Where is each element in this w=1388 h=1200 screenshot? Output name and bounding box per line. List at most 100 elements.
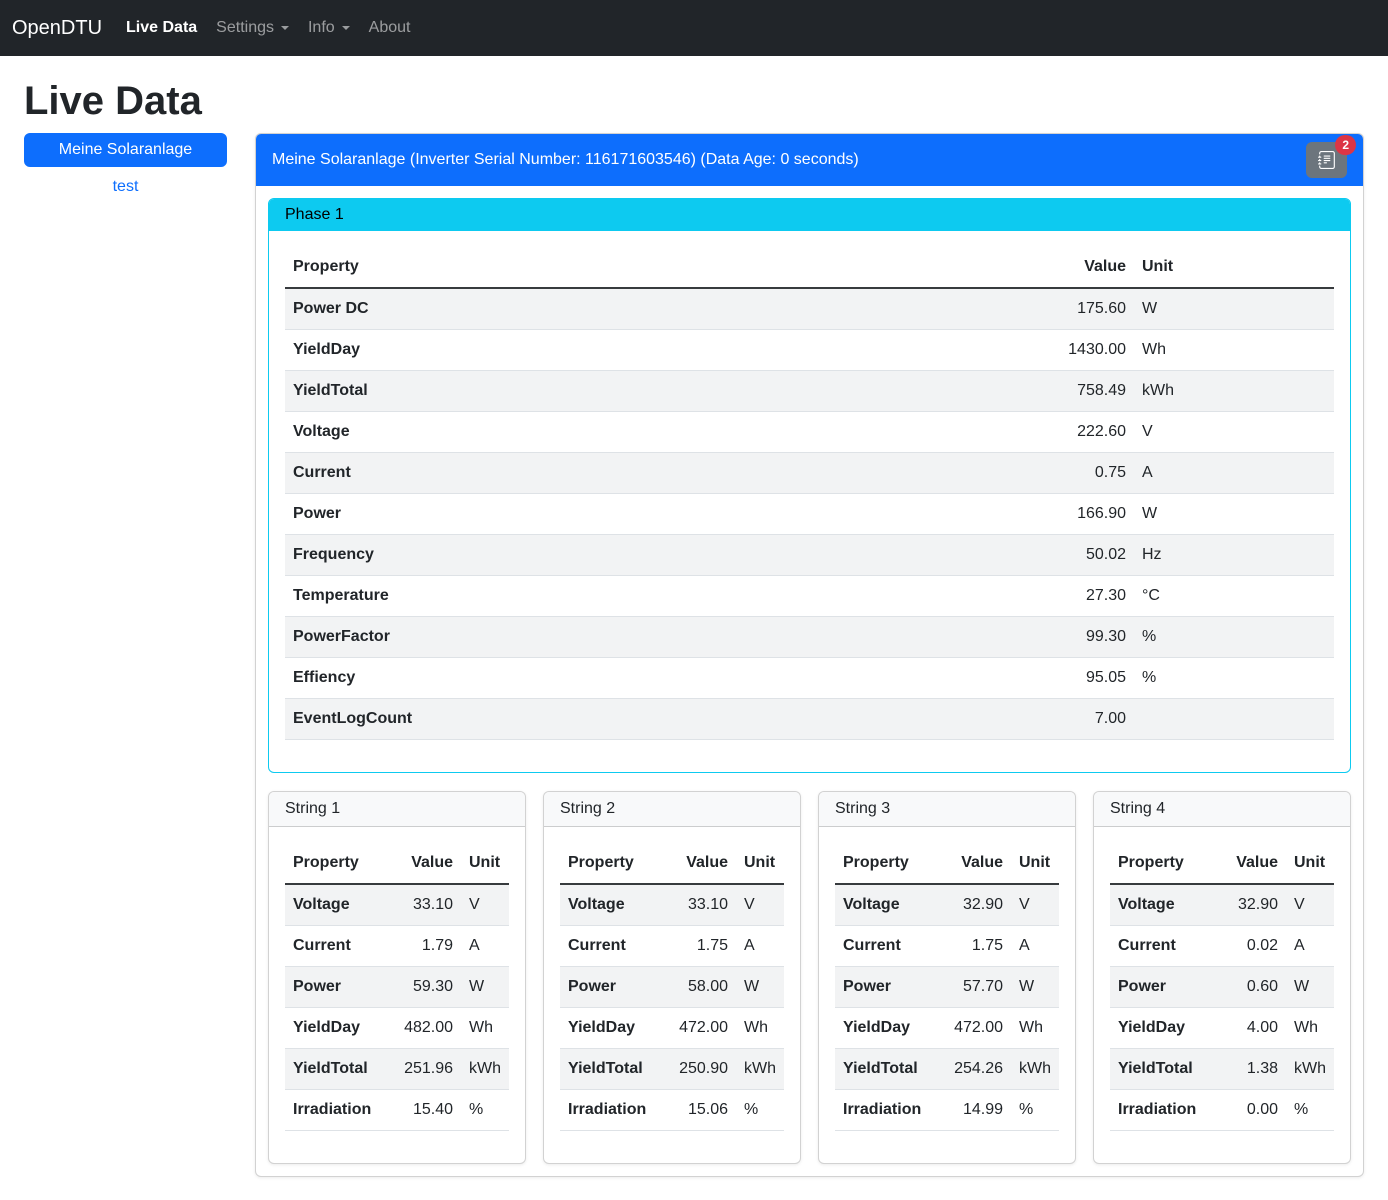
property-cell: Power <box>835 967 946 1008</box>
table-header-row: Property Value Unit <box>285 247 1334 288</box>
value-cell: 0.00 <box>1228 1090 1286 1131</box>
property-cell: YieldDay <box>285 330 1060 371</box>
column-header-value: Value <box>1228 843 1286 884</box>
table-row: Effiency95.05% <box>285 658 1334 699</box>
value-cell: 254.26 <box>946 1049 1011 1090</box>
value-cell: 4.00 <box>1228 1008 1286 1049</box>
property-cell: YieldDay <box>285 1008 396 1049</box>
value-cell: 1.38 <box>1228 1049 1286 1090</box>
property-cell: Power <box>285 967 396 1008</box>
property-cell: Temperature <box>285 576 1060 617</box>
table-row: Irradiation14.99% <box>835 1090 1059 1131</box>
unit-cell <box>1134 699 1334 740</box>
nav-item-about[interactable]: About <box>361 11 419 45</box>
nav-item-settings-label: Settings <box>216 19 274 37</box>
property-cell: Frequency <box>285 535 1060 576</box>
eventlog-button[interactable]: 2 <box>1306 142 1347 178</box>
page-title: Live Data <box>24 77 1364 125</box>
table-row: Power58.00W <box>560 967 784 1008</box>
value-cell: 15.40 <box>396 1090 461 1131</box>
inverter-card-body: Phase 1 Property Value Unit <box>256 186 1363 1176</box>
phase-table-body: Power DC175.60WYieldDay1430.00WhYieldTot… <box>285 288 1334 740</box>
column-header-property: Property <box>1110 843 1228 884</box>
property-cell: Power <box>560 967 671 1008</box>
table-row: YieldTotal250.90kWh <box>560 1049 784 1090</box>
property-cell: YieldTotal <box>285 1049 396 1090</box>
unit-cell: Wh <box>461 1008 509 1049</box>
table-row: YieldTotal1.38kWh <box>1110 1049 1334 1090</box>
table-row: YieldDay4.00Wh <box>1110 1008 1334 1049</box>
property-cell: YieldTotal <box>560 1049 671 1090</box>
string-card-2: String 2 Property Value Unit <box>543 791 801 1164</box>
table-header-row: Property Value Unit <box>285 843 509 884</box>
value-cell: 1430.00 <box>1060 330 1134 371</box>
value-cell: 472.00 <box>671 1008 736 1049</box>
table-row: Voltage33.10V <box>560 884 784 926</box>
nav-item-live-data[interactable]: Live Data <box>118 11 205 45</box>
unit-cell: Wh <box>1011 1008 1059 1049</box>
column-header-property: Property <box>285 247 1060 288</box>
column-header-value: Value <box>1060 247 1134 288</box>
property-cell: Irradiation <box>285 1090 396 1131</box>
value-cell: 33.10 <box>671 884 736 926</box>
value-cell: 1.79 <box>396 926 461 967</box>
table-row: EventLogCount7.00 <box>285 699 1334 740</box>
property-cell: YieldTotal <box>1110 1049 1228 1090</box>
column-header-unit: Unit <box>1286 843 1334 884</box>
nav-item-info[interactable]: Info <box>300 11 358 45</box>
unit-cell: W <box>1134 288 1334 330</box>
unit-cell: A <box>461 926 509 967</box>
column-header-property: Property <box>835 843 946 884</box>
value-cell: 14.99 <box>946 1090 1011 1131</box>
unit-cell: A <box>736 926 784 967</box>
nav-item-settings[interactable]: Settings <box>208 11 297 45</box>
eventlog-count-badge: 2 <box>1335 135 1356 155</box>
string-table: Property Value Unit Voltage33.10VCurrent… <box>560 843 784 1131</box>
table-row: YieldTotal254.26kWh <box>835 1049 1059 1090</box>
unit-cell: W <box>1011 967 1059 1008</box>
table-row: Voltage32.90V <box>1110 884 1334 926</box>
nav-item-info-label: Info <box>308 19 335 37</box>
unit-cell: Wh <box>736 1008 784 1049</box>
table-row: YieldDay1430.00Wh <box>285 330 1334 371</box>
value-cell: 0.02 <box>1228 926 1286 967</box>
property-cell: Current <box>1110 926 1228 967</box>
value-cell: 27.30 <box>1060 576 1134 617</box>
table-row: Current0.02A <box>1110 926 1334 967</box>
value-cell: 50.02 <box>1060 535 1134 576</box>
inverter-select-button[interactable]: Meine Solaranlage <box>24 133 227 167</box>
table-row: Power166.90W <box>285 494 1334 535</box>
value-cell: 1.75 <box>671 926 736 967</box>
column-header-value: Value <box>671 843 736 884</box>
unit-cell: kWh <box>1011 1049 1059 1090</box>
property-cell: EventLogCount <box>285 699 1060 740</box>
value-cell: 58.00 <box>671 967 736 1008</box>
table-row: YieldDay482.00Wh <box>285 1008 509 1049</box>
property-cell: Voltage <box>1110 884 1228 926</box>
table-row: Frequency50.02Hz <box>285 535 1334 576</box>
dropdown-caret-icon <box>281 26 289 30</box>
inverter-card: Meine Solaranlage (Inverter Serial Numbe… <box>255 133 1364 1177</box>
unit-cell: kWh <box>736 1049 784 1090</box>
table-row: Power57.70W <box>835 967 1059 1008</box>
value-cell: 166.90 <box>1060 494 1134 535</box>
column-header-unit: Unit <box>1011 843 1059 884</box>
string-table: Property Value Unit Voltage33.10VCurrent… <box>285 843 509 1131</box>
value-cell: 32.90 <box>946 884 1011 926</box>
string-table: Property Value Unit Voltage32.90VCurrent… <box>835 843 1059 1131</box>
unit-cell: V <box>1011 884 1059 926</box>
property-cell: Voltage <box>285 412 1060 453</box>
value-cell: 59.30 <box>396 967 461 1008</box>
table-row: Irradiation0.00% <box>1110 1090 1334 1131</box>
unit-cell: Hz <box>1134 535 1334 576</box>
unit-cell: W <box>1286 967 1334 1008</box>
navbar: OpenDTU Live Data Settings Info About <box>0 0 1388 56</box>
unit-cell: % <box>1134 617 1334 658</box>
table-row: Irradiation15.06% <box>560 1090 784 1131</box>
brand-logo[interactable]: OpenDTU <box>12 17 102 40</box>
inverter-select-link-test[interactable]: test <box>24 178 227 196</box>
property-cell: Voltage <box>835 884 946 926</box>
property-cell: Irradiation <box>1110 1090 1228 1131</box>
string-card-header: String 1 <box>269 792 525 827</box>
unit-cell: % <box>1286 1090 1334 1131</box>
